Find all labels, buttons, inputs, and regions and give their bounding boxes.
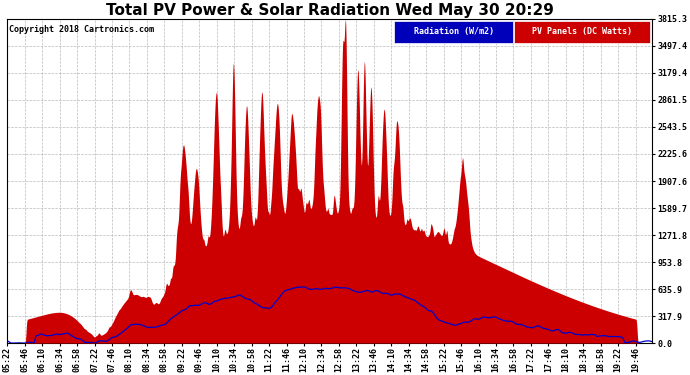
Text: Copyright 2018 Cartronics.com: Copyright 2018 Cartronics.com xyxy=(8,26,154,34)
FancyBboxPatch shape xyxy=(515,21,650,43)
Text: PV Panels (DC Watts): PV Panels (DC Watts) xyxy=(532,27,632,36)
FancyBboxPatch shape xyxy=(394,21,513,43)
Title: Total PV Power & Solar Radiation Wed May 30 20:29: Total PV Power & Solar Radiation Wed May… xyxy=(106,3,553,18)
Text: Radiation (W/m2): Radiation (W/m2) xyxy=(413,27,493,36)
